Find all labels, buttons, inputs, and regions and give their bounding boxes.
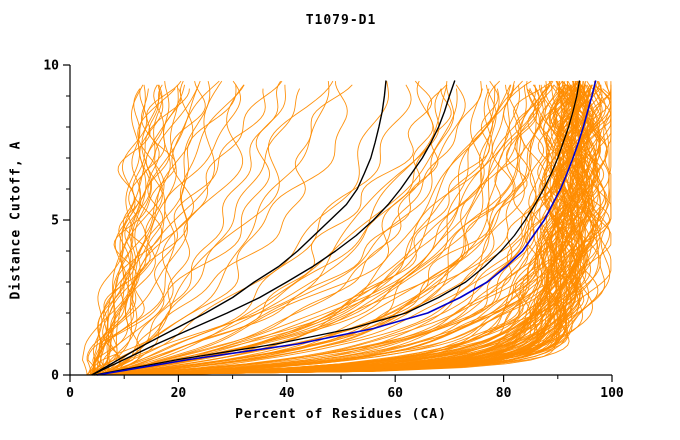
- chart-title: T1079-D1: [305, 13, 377, 28]
- x-axis-label: Percent of Residues (CA): [235, 407, 447, 422]
- svg-text:0: 0: [66, 386, 74, 401]
- svg-text:10: 10: [43, 59, 59, 74]
- svg-text:5: 5: [51, 214, 59, 229]
- svg-text:100: 100: [600, 386, 624, 401]
- svg-text:20: 20: [171, 386, 187, 401]
- svg-text:40: 40: [279, 386, 295, 401]
- svg-text:60: 60: [387, 386, 403, 401]
- svg-text:0: 0: [51, 369, 59, 384]
- svg-text:80: 80: [496, 386, 512, 401]
